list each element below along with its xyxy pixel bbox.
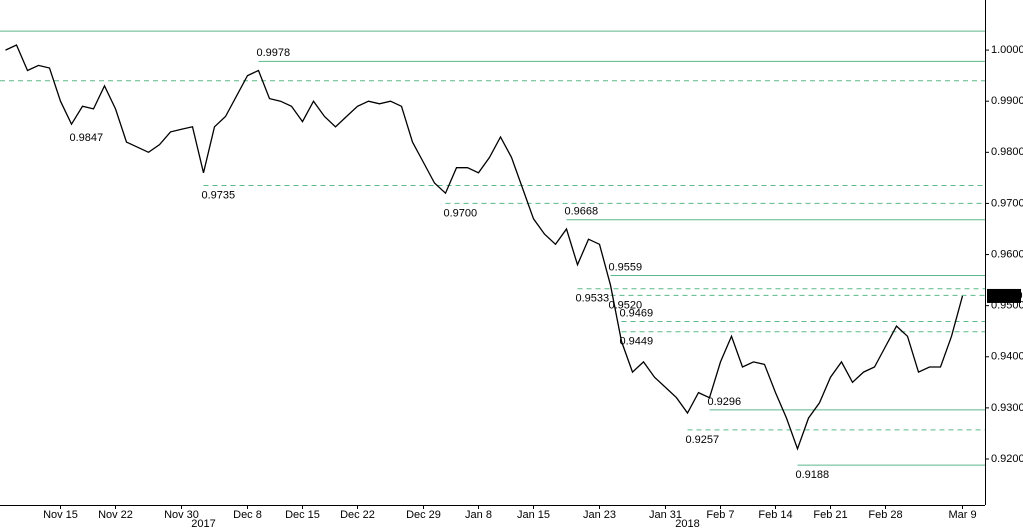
price-line bbox=[5, 44, 964, 451]
x-tick-label: Nov 22 bbox=[98, 509, 133, 521]
x-tick-label: Dec 22 bbox=[340, 509, 375, 521]
x-tick-label: Nov 15 bbox=[43, 509, 78, 521]
x-tick-label: Mar 9 bbox=[948, 509, 976, 521]
level-label: 0.9668 bbox=[565, 206, 599, 218]
x-tick-label: Jan 15 bbox=[517, 509, 550, 521]
last-value-tag bbox=[987, 288, 1021, 303]
x-tick-label: Nov 30 bbox=[164, 509, 199, 521]
y-tick-label: 0.9700 bbox=[991, 197, 1023, 209]
level-label: 0.9700 bbox=[444, 207, 478, 219]
x-tick-label: Feb 21 bbox=[813, 509, 847, 521]
level-label: 0.9469 bbox=[620, 307, 654, 319]
level-label: 0.9735 bbox=[202, 189, 236, 201]
level-label: 0.9533 bbox=[576, 293, 610, 305]
level-label: 0.9520 bbox=[609, 299, 643, 311]
level-label: 0.9188 bbox=[796, 469, 830, 481]
level-label: 0.9449 bbox=[620, 336, 654, 348]
x-tick-label: Feb 28 bbox=[868, 509, 902, 521]
x-tick-label: Feb 14 bbox=[758, 509, 792, 521]
y-tick-label: 0.9400 bbox=[991, 351, 1023, 363]
x-tick-label: Dec 15 bbox=[285, 509, 320, 521]
level-label: 0.9559 bbox=[609, 261, 643, 273]
level-label: 0.9257 bbox=[686, 434, 720, 446]
x-tick-label: Jan 31 bbox=[649, 509, 682, 521]
x-group-label: 2018 bbox=[675, 518, 699, 529]
x-tick-label: Jan 8 bbox=[465, 509, 492, 521]
y-tick-label: 0.9200 bbox=[991, 453, 1023, 465]
y-tick-label: 1.0000 bbox=[991, 44, 1023, 56]
level-label: 0.9978 bbox=[257, 47, 291, 59]
x-tick-label: Dec 29 bbox=[406, 509, 441, 521]
level-label: 0.9847 bbox=[70, 132, 104, 144]
x-tick-label: Jan 23 bbox=[583, 509, 616, 521]
y-tick-label: 0.9800 bbox=[991, 146, 1023, 158]
x-tick-label: Feb 7 bbox=[706, 509, 734, 521]
level-label: 0.9296 bbox=[708, 396, 742, 408]
y-tick-label: 0.9300 bbox=[991, 402, 1023, 414]
x-group-label: 2017 bbox=[191, 518, 215, 529]
y-tick-label: 0.9600 bbox=[991, 248, 1023, 260]
x-tick-label: Dec 8 bbox=[233, 509, 262, 521]
y-tick-label: 0.9900 bbox=[991, 95, 1023, 107]
last-value-label: 0.9519 bbox=[989, 290, 1023, 302]
